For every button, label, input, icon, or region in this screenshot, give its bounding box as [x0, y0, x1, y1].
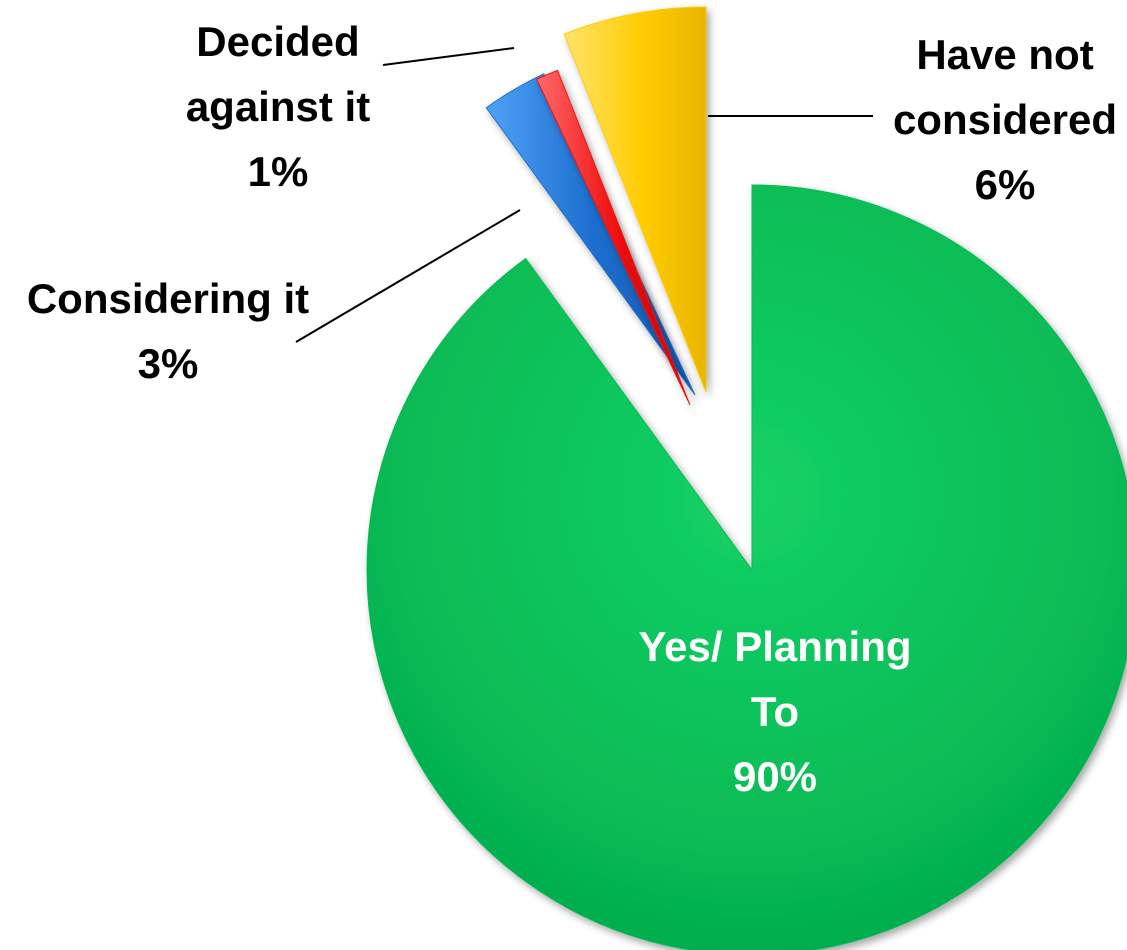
slice-label-line-yes-0: Yes/ Planning	[638, 623, 911, 670]
leader-lines	[295, 47, 873, 343]
slice-value-yes: 90%	[733, 753, 817, 800]
pie-slice-considering	[485, 73, 696, 396]
slice-label-line-considering-0: Considering it	[27, 275, 309, 322]
slice-labels: Yes/ Planning To 90% Considering it 3% Decide…	[27, 18, 1117, 800]
slice-value-havenot: 6%	[975, 161, 1036, 208]
pie-slices	[366, 6, 1127, 950]
slice-label-havenot: Have not considered 6%	[893, 31, 1117, 208]
slice-label-line-decided-0: Decided	[196, 18, 359, 65]
slice-label-line-havenot-1: considered	[893, 96, 1117, 143]
leader-line-decided	[382, 47, 515, 66]
slice-value-decided: 1%	[248, 148, 309, 195]
slice-label-line-yes-1: To	[751, 688, 799, 735]
slice-label-decided: Decided against it 1%	[186, 18, 370, 195]
slice-label-line-decided-1: against it	[186, 83, 370, 130]
leader-line-considering	[295, 209, 521, 343]
pie-slice-decided	[536, 69, 691, 406]
slice-label-considering: Considering it 3%	[27, 275, 309, 387]
slice-value-considering: 3%	[138, 340, 199, 387]
pie-slice-havenot	[563, 6, 707, 393]
pie-slice-yes	[366, 184, 1127, 950]
slice-label-yes: Yes/ Planning To 90%	[638, 623, 911, 800]
slice-label-line-havenot-0: Have not	[916, 31, 1093, 78]
